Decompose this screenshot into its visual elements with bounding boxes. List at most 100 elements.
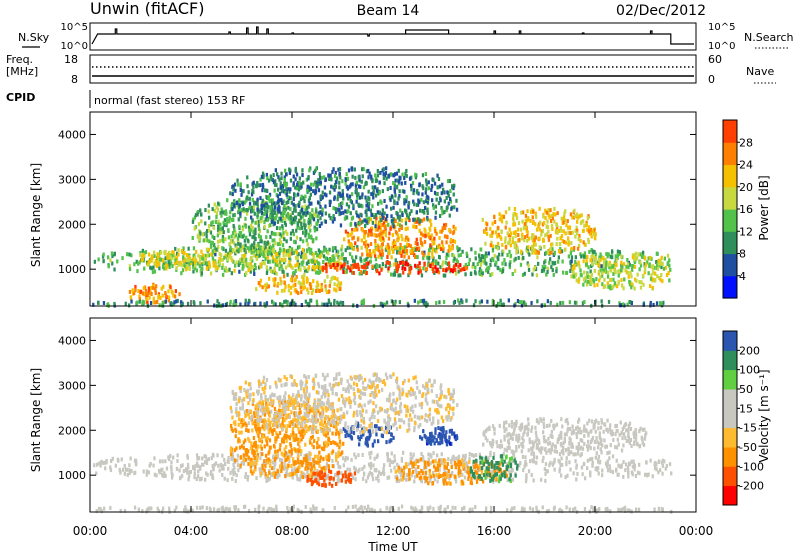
power-cell — [269, 234, 272, 239]
power-cell — [150, 266, 153, 271]
power-cell — [261, 188, 264, 193]
power-cell — [240, 208, 243, 213]
velocity-cell — [429, 478, 432, 483]
power-cell — [392, 173, 395, 178]
velocity-cell — [551, 462, 554, 467]
velocity-cell — [424, 479, 427, 484]
power-cell — [302, 256, 305, 261]
power-cell — [616, 284, 619, 289]
power-cell — [254, 262, 257, 267]
power-cell — [264, 283, 267, 288]
velocity-cell — [327, 466, 330, 471]
power-cell — [609, 284, 612, 289]
power-cell — [596, 282, 599, 287]
power-cell — [234, 188, 237, 193]
velocity-cell — [404, 477, 408, 482]
velocity-cell — [464, 466, 467, 471]
power-cell — [366, 252, 369, 257]
power-cell — [229, 250, 232, 255]
power-cell — [253, 200, 256, 205]
velocity-cell — [305, 463, 308, 468]
power-cell — [221, 210, 224, 215]
power-cell — [325, 269, 328, 274]
power-cell — [381, 222, 384, 227]
power-cell — [346, 260, 349, 265]
power-cell — [546, 266, 549, 271]
velocity-cell — [263, 468, 266, 473]
power-cell — [361, 192, 364, 197]
power-cell — [496, 241, 500, 246]
velocity-cell — [168, 457, 171, 462]
power-cell — [175, 256, 179, 261]
power-cell — [289, 207, 292, 212]
power-cell — [226, 268, 229, 273]
velocity-cell — [306, 470, 309, 474]
power-cell — [318, 288, 321, 293]
power-cell — [417, 246, 421, 251]
velocity-cell — [229, 471, 232, 475]
velocity-cell — [591, 460, 594, 465]
power-cell — [307, 204, 310, 209]
velocity-cell — [338, 439, 342, 444]
velocity-cell — [490, 469, 493, 474]
power-cell — [394, 230, 398, 235]
power-cell — [384, 171, 388, 176]
power-cell — [342, 266, 345, 271]
power-cell — [269, 269, 273, 273]
power-cell — [549, 233, 552, 238]
power-cell — [212, 260, 216, 265]
power-cell — [574, 234, 577, 239]
velocity-cell — [270, 466, 274, 471]
power-cell — [328, 247, 331, 252]
power-cell — [514, 230, 517, 235]
power-cell — [586, 274, 589, 279]
power-cell — [430, 223, 433, 227]
velocity-cell — [443, 468, 446, 473]
power-cell — [147, 286, 150, 291]
velocity-cell — [314, 454, 317, 459]
velocity-cell — [234, 434, 237, 439]
power-cell — [259, 216, 262, 221]
power-cell — [600, 299, 603, 304]
power-cell — [225, 221, 228, 226]
power-cell — [314, 250, 317, 255]
velocity-cell — [325, 476, 328, 481]
power-cell — [404, 221, 408, 226]
power-cell — [481, 259, 484, 264]
power-cell — [224, 253, 227, 258]
power-cell — [268, 245, 271, 250]
power-cell — [272, 173, 275, 178]
power-cell — [381, 236, 384, 241]
power-cell — [527, 236, 530, 241]
power-cell — [506, 231, 509, 236]
power-cell — [376, 210, 379, 215]
power-cell — [312, 212, 315, 217]
power-cell — [288, 260, 291, 265]
power-cell — [244, 298, 247, 303]
power-cell — [201, 262, 204, 267]
velocity-cell — [543, 467, 546, 472]
velocity-cell — [410, 473, 414, 478]
power-cell — [303, 222, 306, 227]
velocity-cell — [309, 452, 312, 457]
power-cell — [413, 202, 416, 207]
velocity-cell — [296, 477, 300, 482]
power-cell — [219, 238, 222, 243]
power-cell — [301, 207, 304, 212]
power-cell — [515, 250, 518, 255]
velocity-cell — [204, 460, 207, 465]
power-cell — [616, 249, 620, 254]
power-cell — [649, 303, 652, 308]
power-cell — [491, 221, 494, 226]
power-cell — [111, 254, 114, 259]
power-cell — [402, 270, 405, 275]
power-cell — [634, 251, 638, 256]
power-cell — [586, 254, 589, 259]
power-cell — [372, 195, 375, 200]
power-cell — [172, 302, 175, 307]
power-colorbar-segment — [723, 231, 737, 255]
power-cell — [358, 271, 361, 276]
power-cell — [378, 215, 382, 220]
velocity-cell — [457, 474, 461, 478]
power-cell — [377, 191, 380, 196]
